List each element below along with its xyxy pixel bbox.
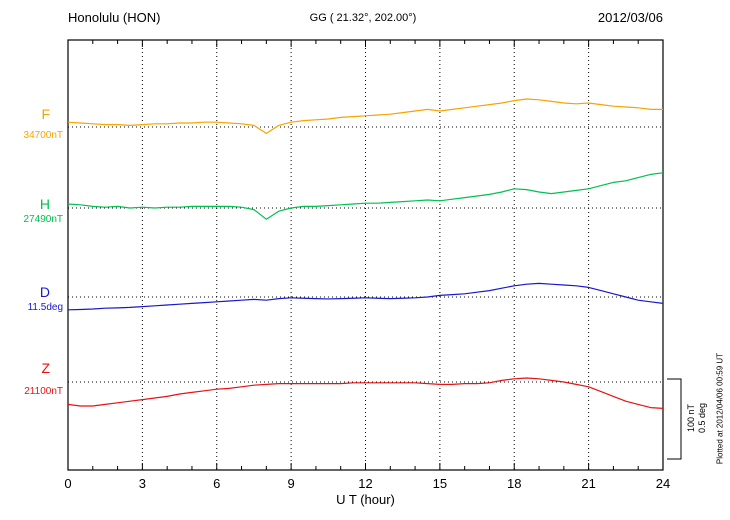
station-title: Honolulu (HON) bbox=[68, 10, 161, 25]
geographic-coordinates: GG ( 21.32°, 202.00°) bbox=[309, 12, 417, 24]
series-baseline-value-f: 34700nT bbox=[23, 130, 63, 141]
plot-date: 2012/03/06 bbox=[597, 10, 663, 25]
x-tick-label-18: 18 bbox=[507, 476, 521, 491]
scale-bar-labels: 100 nT 0.5 deg bbox=[686, 385, 708, 451]
trace-F bbox=[67, 98, 663, 134]
trace-H bbox=[67, 172, 664, 220]
trace-D bbox=[67, 282, 664, 311]
series-label-d: D bbox=[39, 284, 50, 300]
amplitude-scale-bar bbox=[667, 378, 682, 460]
trace-Z bbox=[67, 377, 664, 409]
series-baseline-value-d: 11.5deg bbox=[27, 302, 63, 313]
x-tick-label-24: 24 bbox=[656, 476, 670, 491]
x-tick-label-9: 9 bbox=[288, 476, 295, 491]
x-axis-title: U T (hour) bbox=[336, 492, 395, 507]
series-baseline-value-z: 21100nT bbox=[24, 386, 63, 397]
series-label-z: Z bbox=[41, 360, 50, 376]
x-tick-label-6: 6 bbox=[213, 476, 220, 491]
x-tick-label-0: 0 bbox=[64, 476, 71, 491]
series-baseline-value-h: 27490nT bbox=[23, 214, 63, 225]
scale-label-100nt: 100 nT bbox=[686, 403, 696, 433]
x-tick-label-12: 12 bbox=[358, 476, 372, 491]
x-tick-label-21: 21 bbox=[581, 476, 595, 491]
scale-label-05deg: 0.5 deg bbox=[697, 402, 707, 434]
series-label-f: F bbox=[41, 106, 50, 122]
series-label-h: H bbox=[39, 196, 50, 212]
x-tick-label-3: 3 bbox=[139, 476, 146, 491]
plotted-at-note: Plotted at 2012/04/06 00:59 UT bbox=[715, 352, 725, 465]
x-tick-label-15: 15 bbox=[433, 476, 447, 491]
